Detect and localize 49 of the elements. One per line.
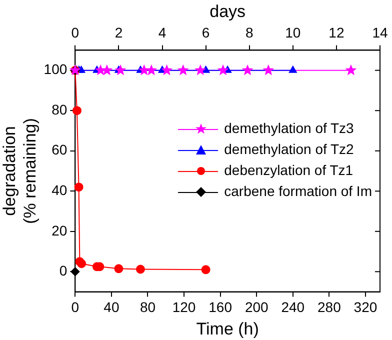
point — [114, 264, 124, 274]
point — [161, 64, 172, 76]
point — [72, 106, 82, 116]
point — [70, 267, 80, 276]
legend-label: debenzylation of Tz1 — [224, 161, 354, 180]
point — [217, 64, 229, 76]
x2-tick-label: 4 — [158, 24, 166, 41]
point — [288, 66, 297, 73]
x-tick-label: 120 — [172, 299, 196, 316]
point — [146, 64, 158, 76]
legend-label: demethylation of Tz3 — [224, 119, 354, 138]
x2-tick-label: 10 — [285, 24, 301, 41]
legend-label: carbene formation of Im — [224, 182, 372, 201]
point — [202, 66, 210, 73]
x-tick-label: 320 — [354, 299, 378, 316]
x-tick-label: 0 — [71, 299, 80, 316]
y-axis-title: degradation (% remaining) — [0, 118, 40, 224]
x-axis-title: Time (h) — [196, 319, 259, 338]
point — [177, 64, 189, 76]
x2-tick-label: 14 — [372, 24, 388, 41]
x2-tick-label: 6 — [202, 24, 210, 41]
point — [262, 64, 274, 76]
x-tick-label: 280 — [318, 299, 342, 316]
point — [101, 64, 113, 76]
point — [194, 64, 206, 76]
x2-tick-label: 8 — [245, 24, 254, 41]
point — [74, 182, 84, 192]
x-tick-label: 160 — [208, 299, 232, 316]
y-tick-label: 20 — [52, 222, 68, 238]
x2-tick-label: 2 — [114, 24, 123, 41]
x2-axis-title: days — [210, 2, 246, 21]
y-tick-label: 0 — [59, 262, 68, 279]
point — [345, 64, 357, 76]
point — [136, 264, 145, 274]
legend-label: demethylation of Tz2 — [224, 140, 354, 159]
x2-tick-label: 0 — [71, 24, 80, 41]
y-tick-label: 80 — [52, 101, 68, 118]
y-tick-label: 60 — [52, 142, 68, 158]
y-tick-label: 40 — [52, 182, 68, 198]
point — [242, 64, 254, 76]
x-tick-label: 240 — [281, 299, 305, 316]
point — [114, 64, 126, 76]
y-tick-label: 100 — [44, 61, 68, 78]
x-tick-label: 80 — [140, 299, 156, 316]
x-tick-label: 40 — [104, 299, 120, 316]
point — [201, 265, 210, 274]
x-tick-label: 200 — [244, 299, 269, 316]
x2-tick-label: 12 — [328, 24, 344, 41]
point — [138, 64, 150, 76]
